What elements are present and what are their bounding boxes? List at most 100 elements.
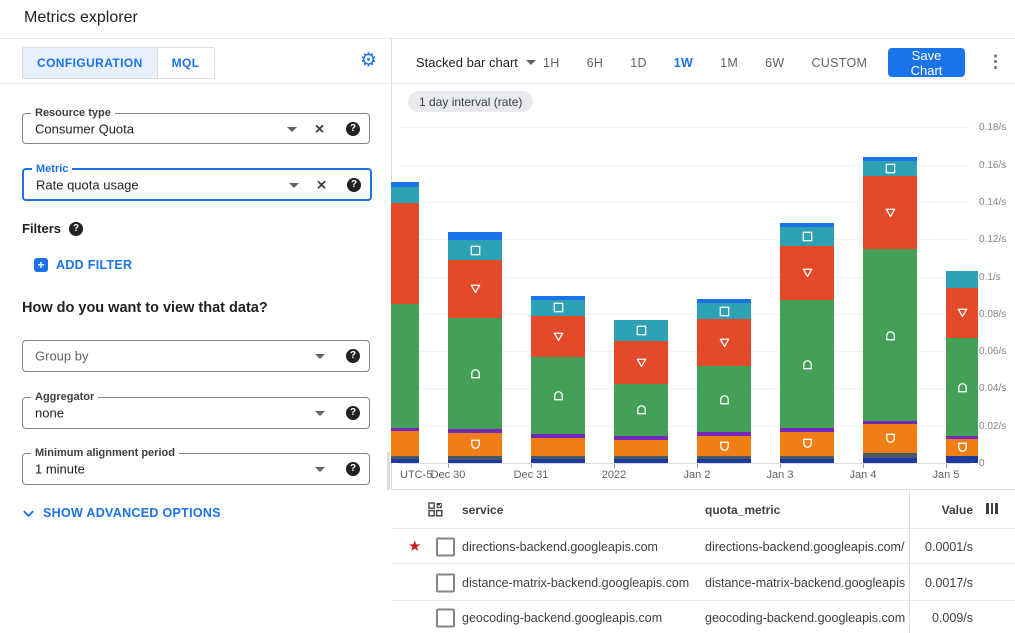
save-chart-button[interactable]: Save Chart	[888, 48, 965, 78]
table-row[interactable]: geocoding-backend.googleapis.com geocodi…	[391, 600, 1015, 633]
bar-segment-teal-band[interactable]	[697, 302, 751, 320]
row-checkbox[interactable]	[436, 608, 455, 627]
bar-segment-slate-band[interactable]	[614, 456, 668, 460]
chevron-down-icon[interactable]	[315, 467, 325, 472]
tab-configuration[interactable]: CONFIGURATION	[23, 48, 157, 78]
bar-segment-orange-band[interactable]	[697, 435, 751, 457]
bar-segment-navy-band[interactable]	[391, 459, 419, 463]
bar-segment-purple-band[interactable]	[391, 427, 419, 432]
range-1m[interactable]: 1M	[720, 55, 739, 70]
bar-segment-purple-band[interactable]	[697, 432, 751, 436]
bar-segment-blue-cap[interactable]	[863, 157, 917, 161]
group-by-field[interactable]: Group by ?	[22, 340, 370, 372]
bar-segment-blue-cap[interactable]	[448, 231, 502, 241]
bar-segment-red-band[interactable]	[614, 340, 668, 384]
show-advanced-options-button[interactable]: SHOW ADVANCED OPTIONS	[22, 506, 221, 520]
bar-segment-slate-band[interactable]	[697, 456, 751, 460]
bar-segment-green-band[interactable]	[448, 317, 502, 430]
bar-segment-orange-band[interactable]	[780, 432, 834, 456]
bar-segment-red-band[interactable]	[697, 319, 751, 367]
bar-segment-green-band[interactable]	[614, 383, 668, 436]
bar-segment-teal-band[interactable]	[448, 240, 502, 261]
bar-segment-red-band[interactable]	[863, 175, 917, 250]
bar-segment-teal-band[interactable]	[946, 270, 978, 288]
help-icon[interactable]: ?	[346, 406, 360, 420]
chevron-down-icon[interactable]	[315, 354, 325, 359]
bar-segment-navy-band[interactable]	[863, 457, 917, 463]
column-settings-icon[interactable]	[986, 503, 998, 514]
tab-mql[interactable]: MQL	[156, 48, 214, 78]
bar-segment-orange-band[interactable]	[614, 439, 668, 457]
bar-segment-teal-band[interactable]	[531, 299, 585, 316]
bar-segment-teal-band[interactable]	[863, 160, 917, 176]
bar-segment-red-band[interactable]	[946, 287, 978, 339]
bar-segment-slate-band[interactable]	[531, 456, 585, 460]
bar-segment-purple-band[interactable]	[780, 428, 834, 433]
bar-segment-teal-band[interactable]	[391, 186, 419, 203]
toggle-all-series-icon[interactable]	[428, 502, 443, 517]
bar-segment-slate-band[interactable]	[391, 455, 419, 460]
range-custom[interactable]: CUSTOM	[811, 55, 868, 70]
bar-segment-green-band[interactable]	[780, 299, 834, 429]
bar-segment-blue-cap[interactable]	[697, 298, 751, 303]
row-checkbox[interactable]	[436, 537, 455, 556]
bar-segment-orange-band[interactable]	[531, 437, 585, 457]
table-row[interactable]: ★ directions-backend.googleapis.com dire…	[391, 528, 1015, 564]
chevron-down-icon[interactable]	[289, 182, 299, 188]
scrollbar-thumb[interactable]	[387, 452, 390, 490]
range-6w[interactable]: 6W	[765, 55, 785, 70]
chevron-down-icon[interactable]	[287, 126, 297, 132]
bar-segment-navy-band[interactable]	[531, 459, 585, 463]
bar-segment-slate-band[interactable]	[863, 453, 917, 458]
bar-segment-blue-cap[interactable]	[780, 223, 834, 228]
bar-segment-navy-band[interactable]	[614, 459, 668, 463]
help-icon[interactable]: ?	[346, 121, 360, 136]
bar-segment-blue-cap[interactable]	[391, 182, 419, 187]
aggregator-field[interactable]: Aggregator none ?	[22, 391, 370, 429]
help-icon[interactable]: ?	[346, 349, 360, 363]
range-6h[interactable]: 6H	[586, 55, 604, 70]
bar-segment-red-band[interactable]	[780, 245, 834, 300]
help-icon[interactable]: ?	[347, 177, 361, 192]
column-header-service[interactable]: service	[462, 503, 504, 517]
more-options-icon[interactable]: ⋮	[987, 52, 1004, 71]
bar-segment-orange-band[interactable]	[448, 433, 502, 457]
clear-icon[interactable]: ✕	[316, 177, 327, 192]
range-1w[interactable]: 1W	[673, 55, 694, 70]
bar-segment-red-band[interactable]	[531, 315, 585, 357]
bar-segment-red-band[interactable]	[448, 260, 502, 318]
row-checkbox[interactable]	[436, 573, 455, 592]
range-1h[interactable]: 1H	[543, 55, 560, 70]
bar-segment-green-band[interactable]	[863, 249, 917, 422]
bar-segment-slate-band[interactable]	[780, 455, 834, 460]
bar-segment-blue-cap[interactable]	[531, 295, 585, 300]
help-icon[interactable]: ?	[346, 462, 360, 476]
column-header-value[interactable]: Value	[941, 503, 973, 517]
bar-segment-slate-band[interactable]	[448, 456, 502, 460]
bar-segment-teal-band[interactable]	[614, 320, 668, 341]
bar-segment-orange-band[interactable]	[391, 431, 419, 456]
add-filter-button[interactable]: + ADD FILTER	[34, 258, 132, 272]
bar-segment-navy-band[interactable]	[946, 456, 978, 463]
bar-segment-green-band[interactable]	[946, 338, 978, 437]
bar-segment-purple-band[interactable]	[614, 435, 668, 440]
bar-segment-green-band[interactable]	[391, 303, 419, 428]
bar-segment-green-band[interactable]	[697, 366, 751, 433]
clear-icon[interactable]: ✕	[314, 121, 325, 136]
resource-type-field[interactable]: Resource type Consumer Quota ✕ ?	[22, 107, 370, 144]
bar-segment-green-band[interactable]	[531, 356, 585, 435]
chart-type-dropdown[interactable]: Stacked bar chart	[416, 55, 536, 70]
column-header-quota-metric[interactable]: quota_metric	[705, 503, 781, 517]
interval-chip[interactable]: 1 day interval (rate)	[408, 91, 534, 112]
gear-icon[interactable]: ⚙	[360, 50, 378, 71]
bar-segment-purple-band[interactable]	[863, 421, 917, 425]
chevron-down-icon[interactable]	[315, 411, 325, 416]
bar-segment-teal-band[interactable]	[780, 227, 834, 246]
bar-segment-red-band[interactable]	[391, 202, 419, 304]
range-1d[interactable]: 1D	[630, 55, 647, 70]
bar-segment-orange-band[interactable]	[863, 424, 917, 454]
bar-segment-orange-band[interactable]	[946, 439, 978, 457]
bar-segment-navy-band[interactable]	[448, 460, 502, 463]
bar-segment-navy-band[interactable]	[780, 459, 834, 463]
alignment-period-field[interactable]: Minimum alignment period 1 minute ?	[22, 447, 370, 485]
